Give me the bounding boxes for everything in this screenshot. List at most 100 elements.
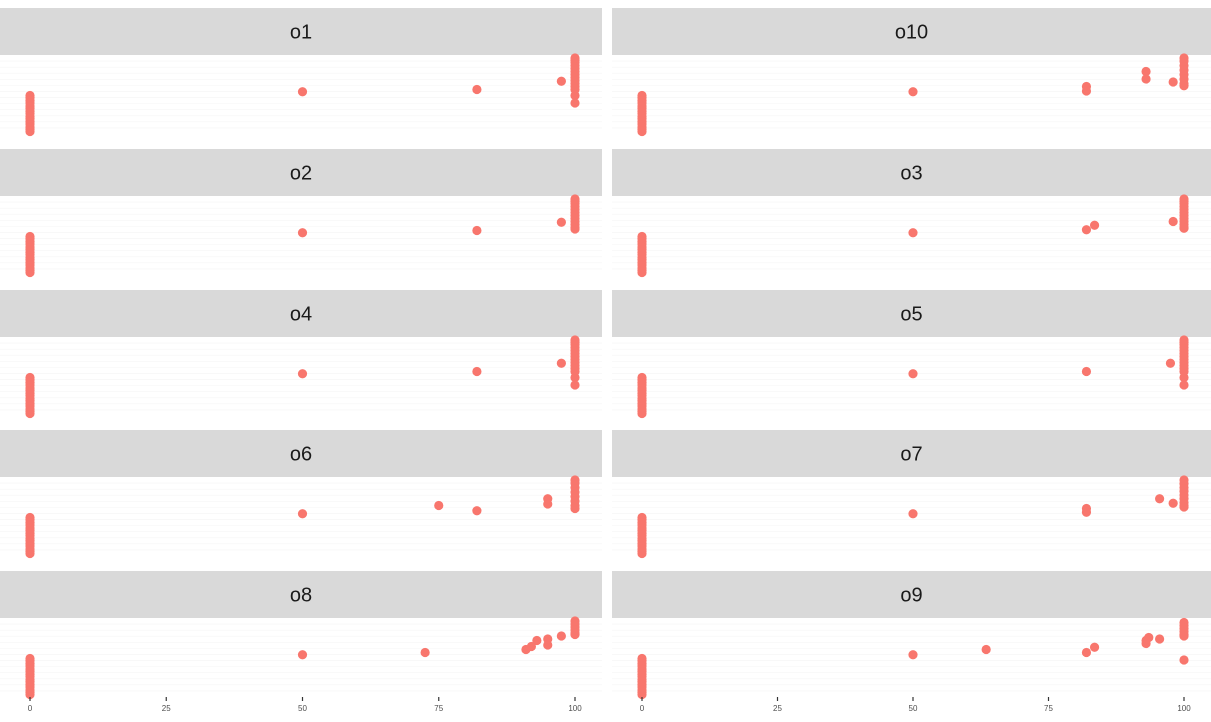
data-point — [1179, 475, 1189, 485]
x-tick-label: 0 — [28, 704, 33, 713]
data-point — [1168, 216, 1178, 227]
facet-panel-o1: o1 — [0, 8, 602, 137]
data-point — [532, 635, 542, 646]
data-point — [570, 84, 580, 95]
facet-panel-o3: o3 — [612, 149, 1211, 278]
facet-panel-o10: o10 — [612, 8, 1211, 137]
x-tick-label: 50 — [909, 704, 918, 713]
data-point — [25, 267, 35, 278]
data-point — [1179, 655, 1189, 665]
data-point — [1179, 335, 1189, 345]
facet-strip — [612, 149, 1211, 196]
data-point — [420, 647, 430, 658]
data-point — [25, 126, 35, 137]
facet-panel-o7: o7 — [612, 430, 1211, 559]
facet-strip-label: o10 — [895, 22, 928, 44]
data-point — [570, 224, 580, 234]
data-point — [297, 369, 308, 379]
facet-panel-o8: o8 — [0, 571, 602, 700]
data-point — [908, 509, 918, 519]
data-point — [297, 228, 308, 238]
data-point — [1179, 81, 1189, 91]
data-point — [1141, 74, 1151, 84]
data-point — [981, 644, 991, 655]
data-point — [25, 689, 35, 700]
x-tick-label: 100 — [1177, 704, 1191, 713]
data-point — [570, 616, 580, 626]
data-point — [1168, 498, 1178, 508]
data-point — [570, 194, 580, 204]
data-point — [1081, 81, 1092, 92]
data-point — [1089, 220, 1100, 230]
facet-panel-o6: o6 — [0, 430, 602, 559]
data-point — [556, 76, 566, 86]
facet-strip — [0, 149, 602, 196]
facet-panel-o9: o9 — [612, 571, 1211, 700]
data-point — [637, 267, 647, 278]
x-axis-left: 0 25 50 75 100 — [28, 697, 582, 713]
data-point — [1179, 617, 1189, 628]
data-point — [1165, 358, 1176, 368]
facet-panel-o2: o2 — [0, 149, 602, 278]
facet-strip-label: o5 — [900, 304, 922, 326]
data-point — [908, 369, 918, 379]
facet-strip-label: o6 — [290, 444, 312, 466]
data-point — [1168, 77, 1178, 87]
x-tick-label: 0 — [640, 704, 645, 713]
facet-panel-o4: o4 — [0, 290, 602, 419]
data-point — [637, 689, 647, 700]
data-point — [570, 503, 580, 514]
data-point — [543, 494, 553, 504]
data-point — [543, 634, 553, 644]
facet-strip-label: o1 — [290, 22, 312, 44]
data-point — [570, 366, 580, 377]
x-tick-label: 100 — [568, 704, 582, 713]
facet-strip — [0, 8, 602, 55]
data-point — [1179, 53, 1189, 63]
data-point — [297, 650, 308, 660]
data-point — [1179, 366, 1189, 377]
facet-strip-label: o3 — [900, 163, 922, 185]
facet-strip-label: o8 — [290, 585, 312, 607]
facet-strip-label: o7 — [900, 444, 922, 466]
data-point — [556, 358, 566, 368]
facet-panel-o5: o5 — [612, 290, 1211, 419]
data-point — [570, 335, 580, 345]
facet-strip — [612, 430, 1211, 477]
data-point — [1089, 642, 1100, 652]
data-point — [1179, 223, 1189, 233]
x-tick-label: 75 — [434, 704, 443, 713]
facet-strip — [612, 571, 1211, 618]
facet-strip — [0, 290, 602, 337]
data-point — [570, 98, 580, 108]
facet-strip-label: o9 — [900, 585, 922, 607]
data-point — [297, 509, 308, 519]
x-axis-right: 0 25 50 75 100 — [640, 697, 1191, 713]
data-point — [1141, 635, 1151, 646]
facet-strip — [612, 290, 1211, 337]
data-point — [570, 475, 580, 485]
data-point — [556, 631, 566, 641]
data-point — [637, 408, 647, 419]
data-point — [472, 225, 482, 236]
data-point — [472, 506, 482, 516]
data-point — [1179, 631, 1189, 641]
data-point — [570, 380, 580, 390]
x-tick-label: 25 — [162, 704, 171, 713]
data-point — [1081, 366, 1092, 377]
data-point — [556, 217, 566, 227]
data-point — [908, 228, 918, 238]
data-point — [521, 644, 531, 655]
facet-strip-label: o4 — [290, 304, 312, 326]
data-point — [434, 500, 444, 511]
data-point — [1179, 380, 1189, 390]
data-point — [1081, 503, 1092, 514]
facet-strip — [612, 8, 1211, 55]
data-point — [570, 53, 580, 63]
facet-strip — [0, 430, 602, 477]
data-point — [472, 366, 482, 377]
facet-strip-label: o2 — [290, 163, 312, 185]
x-tick-label: 50 — [298, 704, 307, 713]
data-point — [1179, 502, 1189, 512]
